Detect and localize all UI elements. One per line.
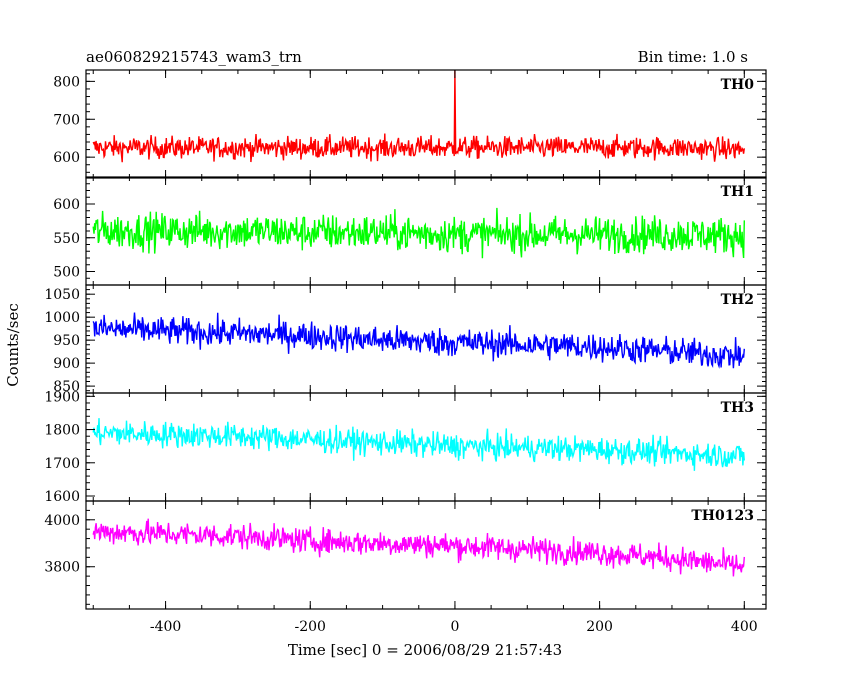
bin-time-label: Bin time: 1.0 s (638, 48, 748, 66)
y-tick-label: 500 (53, 265, 80, 281)
x-tick-label: 200 (586, 619, 613, 635)
x-tick-label: 0 (450, 619, 459, 635)
y-tick-label: 600 (53, 197, 80, 213)
x-tick-label: -400 (150, 619, 181, 635)
panels-group: 600 700 800 TH0 500 550 600 TH1 850 900 950 1000 105… (44, 69, 767, 635)
y-axis-label: Counts/sec (4, 303, 22, 387)
panel-th0: 600 700 800 TH0 (53, 69, 767, 179)
x-tick-label: -200 (295, 619, 326, 635)
panel-frame (85, 69, 767, 179)
y-tick-label: 4000 (44, 513, 80, 529)
series-line-th1 (92, 207, 745, 259)
x-axis-label: Time [sec] 0 = 2006/08/29 21:57:43 (288, 641, 562, 659)
panel-frame (85, 500, 767, 610)
panel-th2: 850 900 950 1000 1050 TH2 (44, 284, 767, 395)
y-tick-label: 900 (53, 356, 80, 372)
y-tick-label: 600 (53, 150, 80, 166)
y-tick-label: 1050 (44, 287, 80, 303)
x-tick-label: 400 (731, 619, 758, 635)
series-line-th0123 (92, 518, 745, 577)
panel-label: TH0123 (691, 508, 754, 524)
panel-th0123: 3800 4000 TH0123 -400 -200 0 200 400 (44, 500, 767, 635)
y-tick-label: 1900 (44, 389, 80, 405)
panel-label: TH3 (721, 400, 754, 416)
y-tick-label: 3800 (44, 560, 80, 576)
y-tick-label: 1600 (44, 489, 80, 505)
y-tick-label: 1700 (44, 456, 80, 472)
panel-label: TH0 (721, 77, 755, 93)
y-tick-label: 700 (53, 112, 80, 128)
y-tick-label: 950 (53, 333, 80, 349)
panel-th1: 500 550 600 TH1 (53, 176, 767, 286)
series-line-th0 (92, 70, 745, 163)
y-tick-label: 1800 (44, 423, 80, 439)
series-line-th3 (92, 418, 745, 471)
y-tick-label: 800 (53, 74, 80, 90)
panel-label: TH2 (721, 292, 754, 308)
chart-title: ae060829215743_wam3_trn (86, 48, 302, 66)
series-line-th2 (92, 312, 745, 369)
y-tick-label: 550 (53, 231, 80, 247)
y-tick-label: 850 (53, 379, 80, 395)
y-tick-label: 1000 (44, 310, 80, 326)
panel-label: TH1 (721, 184, 754, 200)
panel-th3: 1600 1700 1800 1900 TH3 (44, 389, 767, 505)
